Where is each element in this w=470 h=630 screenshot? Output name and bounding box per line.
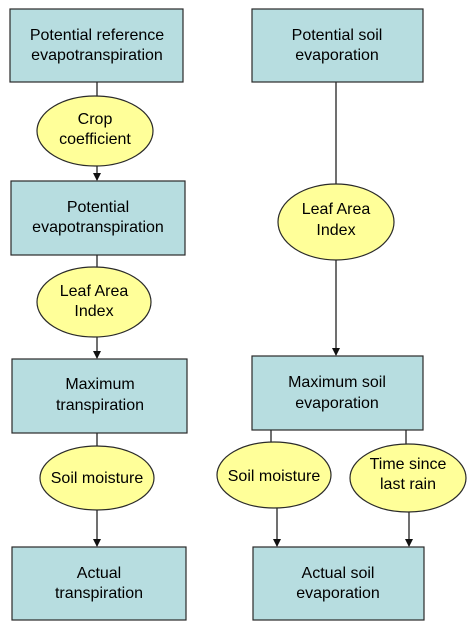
node-actual-transpiration: Actual transpiration — [11, 546, 187, 621]
node-label-line: Potential reference — [30, 27, 164, 44]
node-maximum-transpiration: Maximum transpiration — [11, 358, 188, 434]
node-crop-coefficient: Crop coefficient — [36, 95, 154, 167]
node-leaf-area-index-left: Leaf Area Index — [36, 266, 152, 338]
node-leaf-area-index-right: Leaf Area Index — [277, 183, 395, 261]
node-label-line: Index — [316, 222, 355, 239]
node-soil-moisture-left: Soil moisture — [39, 445, 155, 511]
node-label-line: evapotranspiration — [32, 219, 164, 236]
node-label-line: evaporation — [295, 395, 379, 412]
node-label-line: last rain — [380, 476, 436, 493]
node-potential-et: Potential evapotranspiration — [10, 180, 186, 256]
node-label-line: Actual — [77, 565, 121, 582]
node-label-line: evaporation — [296, 585, 380, 602]
node-label-line: Soil moisture — [228, 468, 321, 485]
node-potential-reference-et: Potential reference evapotranspiration — [9, 8, 184, 83]
node-label-line: Maximum — [65, 376, 134, 393]
node-soil-moisture-right: Soil moisture — [216, 441, 332, 509]
node-label-line: Leaf Area — [302, 201, 371, 218]
node-label-line: evapotranspiration — [31, 47, 163, 64]
node-label-line: Leaf Area — [60, 283, 129, 300]
node-label-line: transpiration — [55, 585, 143, 602]
node-label-line: transpiration — [56, 397, 144, 414]
node-label-line: Actual soil — [302, 565, 375, 582]
node-label-line: Maximum soil — [288, 374, 386, 391]
node-label-line: Crop — [78, 111, 113, 128]
node-label-line: Potential soil — [292, 27, 383, 44]
node-label-line: Index — [74, 303, 113, 320]
node-label-line: Potential — [67, 199, 129, 216]
node-potential-soil-evaporation: Potential soil evaporation — [251, 8, 424, 83]
node-label-line: Soil moisture — [51, 470, 144, 487]
node-label-line: coefficient — [59, 131, 131, 148]
node-time-since-last-rain: Time since last rain — [349, 443, 467, 513]
node-maximum-soil-evaporation: Maximum soil evaporation — [251, 355, 424, 431]
node-actual-soil-evaporation: Actual soil evaporation — [252, 546, 425, 621]
node-label-line: evaporation — [295, 47, 379, 64]
node-label-line: Time since — [370, 456, 447, 473]
